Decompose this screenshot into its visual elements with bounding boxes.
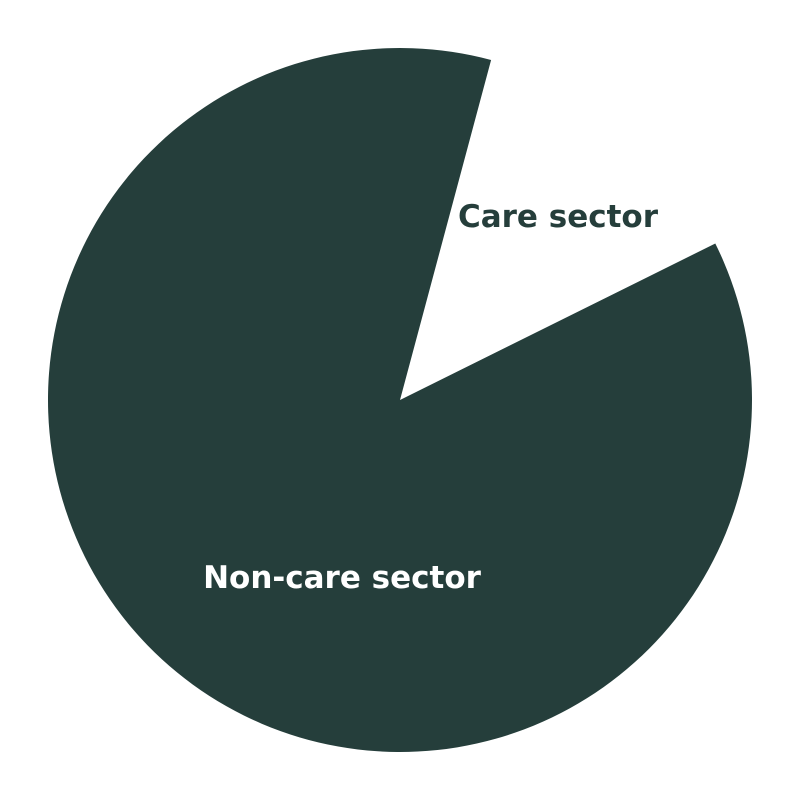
pie-slice-care-sector (400, 59, 716, 401)
slice-label-care-sector: Care sector (458, 199, 659, 235)
pie-slices (47, 47, 752, 752)
pie-labels: Care sector Non-care sector (203, 199, 659, 596)
slice-label-non-care-sector: Non-care sector (203, 560, 482, 596)
pie-slice-non-care-sector (47, 47, 752, 752)
